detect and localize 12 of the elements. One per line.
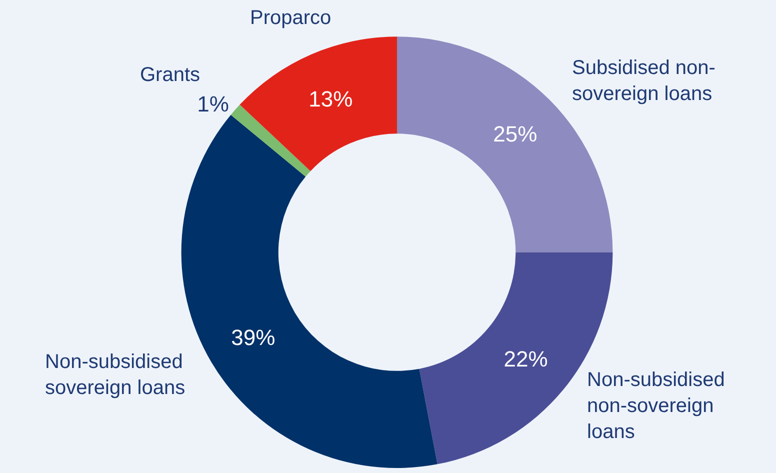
donut-slice: [230, 104, 311, 177]
data-label: 39%: [231, 324, 276, 350]
data-label: 25%: [493, 122, 538, 147]
donut-slice: [240, 36, 397, 172]
slice-label: Proparco: [250, 7, 332, 29]
data-label: 13%: [308, 86, 353, 112]
data-label: 1%: [197, 92, 229, 117]
slice-label: Grants: [140, 64, 200, 86]
slice-label: Non-subsidised non-sovereign loans: [587, 369, 725, 443]
slice-label: Subsidised non-sovereign loans: [572, 57, 716, 105]
slice-label: Non-subsidised sovereign loans: [45, 351, 186, 399]
data-label: 22%: [504, 346, 548, 372]
